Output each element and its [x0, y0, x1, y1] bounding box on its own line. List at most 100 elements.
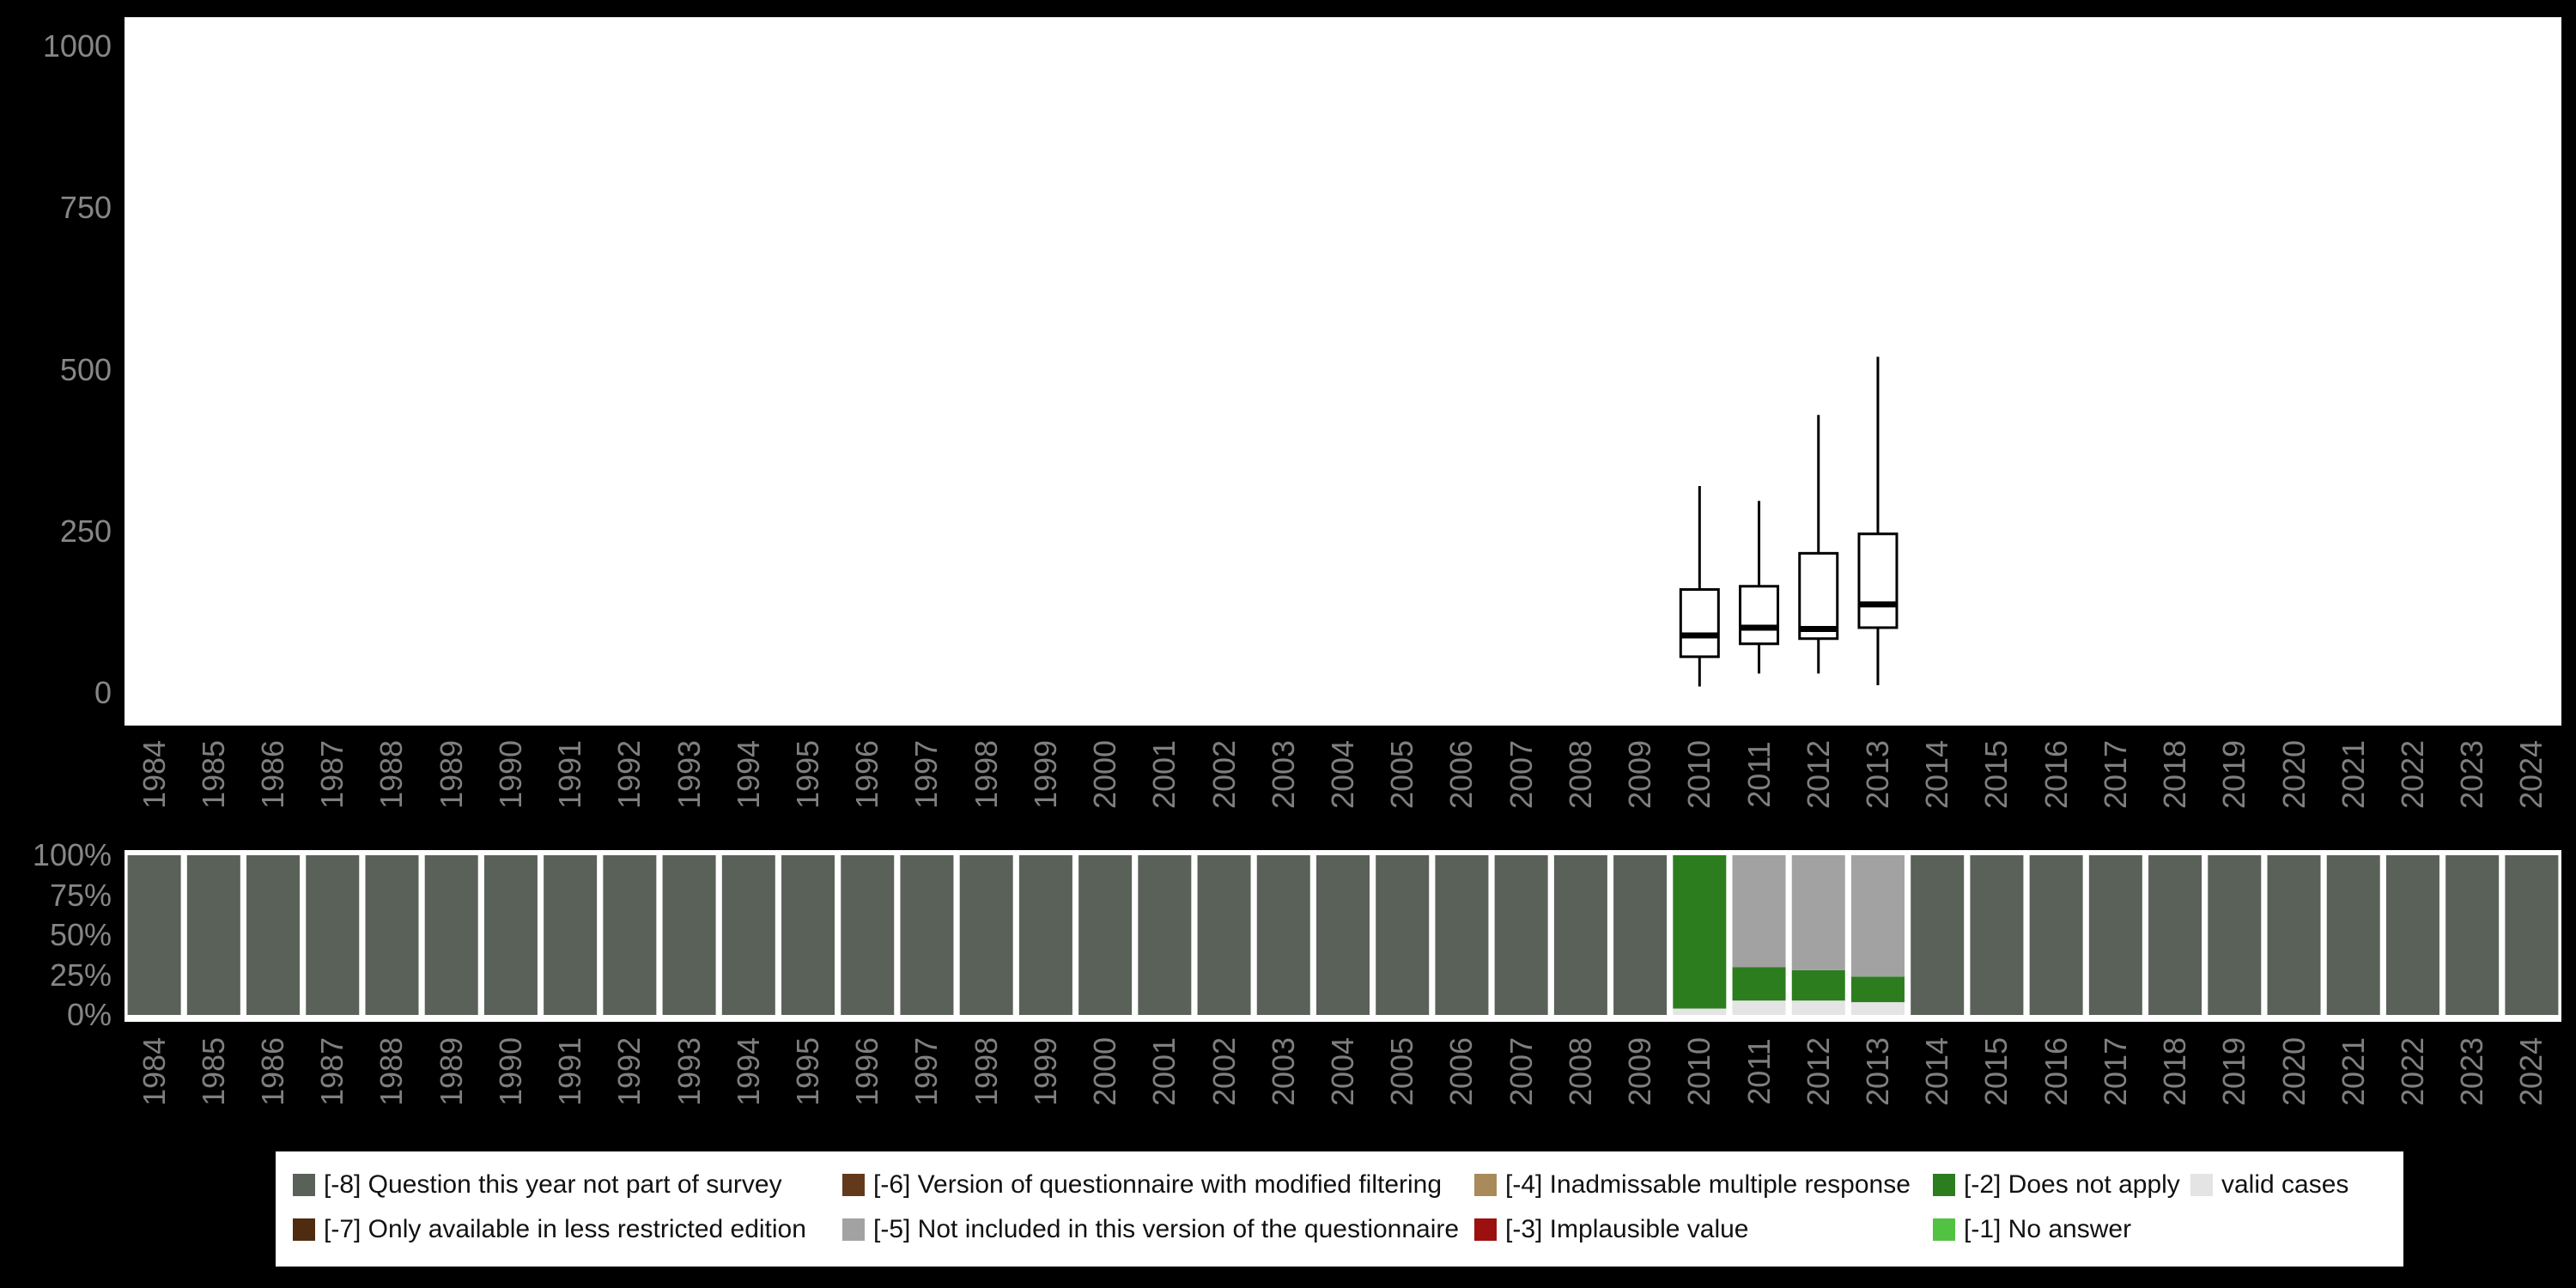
bar-segment-2012--2 — [1791, 969, 1845, 1001]
stacked-bar-year-label: 2000 — [1087, 1036, 1123, 1107]
bar-2020 — [2267, 855, 2321, 1015]
legend-swatch-valid — [2190, 1174, 2213, 1196]
boxplot-ytick-label: 750 — [59, 190, 112, 226]
legend-label: [-3] Implausible value — [1505, 1215, 1749, 1243]
stacked-bar-year-label: 2020 — [2275, 1036, 2312, 1107]
bar-1992 — [603, 855, 657, 1015]
bar-segment-2004--8 — [1316, 855, 1370, 1015]
stacked-bar-year-label: 1994 — [730, 1036, 766, 1107]
bar-segment-2008--8 — [1553, 855, 1607, 1015]
boxplot-year-label: 1987 — [314, 739, 350, 810]
stacked-bar-year-label: 2019 — [2216, 1036, 2252, 1107]
boxplot-year-label: 2015 — [1978, 739, 2014, 810]
stacked-bar-year-label: 1989 — [433, 1036, 469, 1107]
bar-1988 — [365, 855, 419, 1015]
boxplot-ytick-label: 1000 — [42, 28, 112, 64]
boxplot-year-label: 2007 — [1503, 739, 1539, 810]
legend-label: [-4] Inadmissable multiple response — [1505, 1170, 1911, 1199]
boxplot-year-label: 1989 — [433, 739, 469, 810]
legend-label: [-7] Only available in less restricted e… — [324, 1215, 806, 1243]
bar-segment-2012--5 — [1791, 855, 1845, 970]
stacked-bar-year-label: 2021 — [2335, 1036, 2371, 1107]
legend-item--2: [-2] Does not apply — [1933, 1170, 2190, 1200]
bar-2010 — [1673, 855, 1727, 1015]
bar-segment-2000--8 — [1078, 855, 1133, 1015]
bar-segment-1991--8 — [544, 855, 598, 1015]
boxplot-year-label: 2018 — [2157, 739, 2193, 810]
boxplot-year-label: 2016 — [2038, 739, 2074, 810]
bar-segment-1998--8 — [959, 855, 1013, 1015]
stacked-bar-year-label: 2023 — [2454, 1036, 2490, 1107]
legend-item--4: [-4] Inadmissable multiple response — [1474, 1170, 1933, 1200]
stacked-bar-year-label: 2024 — [2513, 1036, 2549, 1107]
boxplot-year-label: 1991 — [552, 739, 588, 810]
stacked-bar-year-label: 1988 — [374, 1036, 410, 1107]
legend-item--5: [-5] Not included in this version of the… — [842, 1215, 1474, 1244]
boxplot-year-label: 2017 — [2097, 739, 2133, 810]
boxplot-year-label: 1999 — [1027, 739, 1063, 810]
stacked-bar-year-label: 2015 — [1978, 1036, 2014, 1107]
bar-segment-1999--8 — [1018, 855, 1072, 1015]
stacked-bar-panel — [125, 850, 2561, 1022]
bar-2009 — [1613, 855, 1668, 1015]
boxplot-year-label: 1994 — [730, 739, 766, 810]
bar-segment-2011--2 — [1732, 967, 1786, 1001]
stacked-bar-year-label: 2004 — [1325, 1036, 1360, 1107]
bar-segment-2023--8 — [2445, 855, 2500, 1015]
boxplot-year-label: 2003 — [1265, 739, 1301, 810]
stacked-bar-year-label: 1991 — [552, 1036, 588, 1107]
bar-segment-2022--8 — [2385, 855, 2439, 1015]
stacked-bar-year-label: 1999 — [1027, 1036, 1063, 1107]
bar-segment-2024--8 — [2505, 855, 2559, 1015]
legend-item--3: [-3] Implausible value — [1474, 1215, 1933, 1244]
legend-label: [-8] Question this year not part of surv… — [324, 1170, 782, 1199]
stacked-bar-canvas — [127, 855, 2559, 1015]
stacked-bar-year-label: 2016 — [2038, 1036, 2074, 1107]
bar-1984 — [127, 855, 181, 1015]
legend-item-valid: valid cases — [2190, 1170, 2403, 1200]
bar-segment-2019--8 — [2208, 855, 2262, 1015]
bar-2011 — [1732, 855, 1786, 1015]
stacked-bar-year-label: 2012 — [1800, 1036, 1836, 1107]
stacked-bar-year-label: 1998 — [968, 1036, 1004, 1107]
bar-2019 — [2208, 855, 2262, 1015]
stacked-bar-year-label: 1992 — [611, 1036, 647, 1107]
stacked-bar-ytick-label: 100% — [32, 837, 112, 872]
stacked-bar-year-label: 2005 — [1384, 1036, 1420, 1107]
bar-segment-1994--8 — [721, 855, 775, 1015]
bar-segment-2011--5 — [1732, 855, 1786, 968]
bar-segment-2012-valid — [1791, 1000, 1845, 1015]
bar-1985 — [186, 855, 240, 1015]
boxplot-year-label: 1997 — [908, 739, 945, 810]
boxplot-2012 — [1798, 415, 1839, 674]
legend-swatch--8 — [293, 1174, 315, 1196]
stacked-bar-ytick-label: 75% — [49, 877, 112, 913]
bar-1986 — [246, 855, 301, 1015]
bar-segment-2002--8 — [1197, 855, 1251, 1015]
bar-2006 — [1435, 855, 1489, 1015]
stacked-bar-year-label: 1986 — [255, 1036, 291, 1107]
stacked-bar-year-label: 1995 — [790, 1036, 826, 1107]
stacked-bar-year-label: 1984 — [136, 1036, 172, 1107]
bar-segment-2007--8 — [1494, 855, 1548, 1015]
legend-swatch--3 — [1474, 1218, 1497, 1241]
boxplot-ytick-label: 0 — [94, 675, 112, 710]
boxplot-year-label: 2005 — [1384, 739, 1420, 810]
stacked-bar-year-label: 2011 — [1741, 1038, 1777, 1105]
bar-2021 — [2326, 855, 2380, 1015]
bar-2001 — [1138, 855, 1192, 1015]
boxplot-year-label: 2014 — [1919, 739, 1955, 810]
stacked-bar-year-label: 2009 — [1622, 1036, 1658, 1107]
boxplot-ytick-label: 250 — [59, 513, 112, 549]
boxplot-year-label: 2011 — [1741, 741, 1777, 808]
boxplot-year-label: 2020 — [2275, 739, 2312, 810]
bar-segment-2001--8 — [1138, 855, 1192, 1015]
bar-1993 — [662, 855, 716, 1015]
boxplot-year-label: 1995 — [790, 739, 826, 810]
bar-2000 — [1078, 855, 1133, 1015]
legend-label: [-1] No answer — [1964, 1215, 2132, 1243]
bar-1989 — [424, 855, 478, 1015]
legend-swatch--5 — [842, 1218, 865, 1241]
legend-swatch--4 — [1474, 1174, 1497, 1196]
stacked-bar-year-label: 1990 — [492, 1036, 528, 1107]
